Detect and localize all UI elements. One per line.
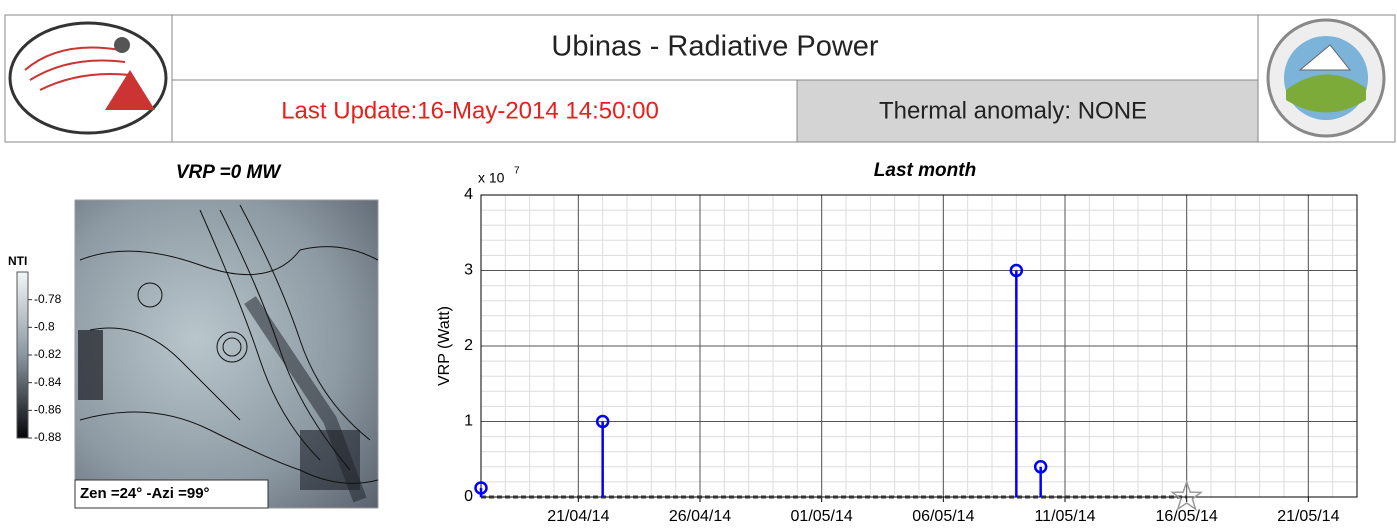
y-tick-label: 4 <box>464 186 473 203</box>
angles-box <box>74 479 269 509</box>
logo-left <box>8 21 168 135</box>
x-tick-label: 21/05/14 <box>1277 508 1339 525</box>
page-title: Ubinas - Radiative Power <box>551 31 879 63</box>
x-tick-label: 16/05/14 <box>1156 508 1218 525</box>
stem-marker <box>1009 263 1024 278</box>
stem-marker <box>474 481 488 495</box>
x-tick-label: 06/05/14 <box>912 508 974 525</box>
x-tick-label: 01/05/14 <box>791 508 853 525</box>
chart-title: Last month <box>874 160 976 181</box>
colorbar-tick-label: -0.82 <box>34 347 62 361</box>
last-update: Last Update:16-May-2014 14:50:00 <box>281 97 659 124</box>
colorbar-tick-label: -0.84 <box>34 375 62 389</box>
y-multiplier: x 10 <box>478 170 505 186</box>
colorbar-tick-label: -0.86 <box>34 403 62 417</box>
y-exponent: 7 <box>514 166 520 177</box>
y-tick-label: 3 <box>464 262 473 279</box>
image-title: VRP =0 MW <box>176 162 282 183</box>
y-axis-label: VRP (Watt) <box>436 306 453 386</box>
axes-frame <box>480 194 1358 498</box>
status-box <box>796 79 1259 143</box>
x-tick-label: 26/04/14 <box>669 508 731 525</box>
y-tick-label: 1 <box>464 413 473 430</box>
colorbar <box>16 271 29 439</box>
y-tick-label: 0 <box>464 488 473 505</box>
stem-marker <box>1033 460 1048 474</box>
colorbar-tick-label: -0.88 <box>34 430 62 444</box>
colorbar-tick-label: -0.78 <box>34 292 62 306</box>
y-tick-label: 2 <box>464 337 473 354</box>
satellite-image <box>74 199 379 509</box>
colorbar-tick-label: -0.8 <box>34 320 55 334</box>
thermal-anomaly: Thermal anomaly: NONE <box>879 97 1147 124</box>
x-tick-label: 11/05/14 <box>1034 508 1095 525</box>
now-marker <box>1170 479 1204 511</box>
stem-marker <box>595 414 610 429</box>
x-tick-label: 21/04/14 <box>547 508 609 525</box>
logo-right <box>1266 18 1386 138</box>
angles: Zen =24° -Azi =99° <box>80 485 210 502</box>
colorbar-label: NTI <box>8 254 27 268</box>
